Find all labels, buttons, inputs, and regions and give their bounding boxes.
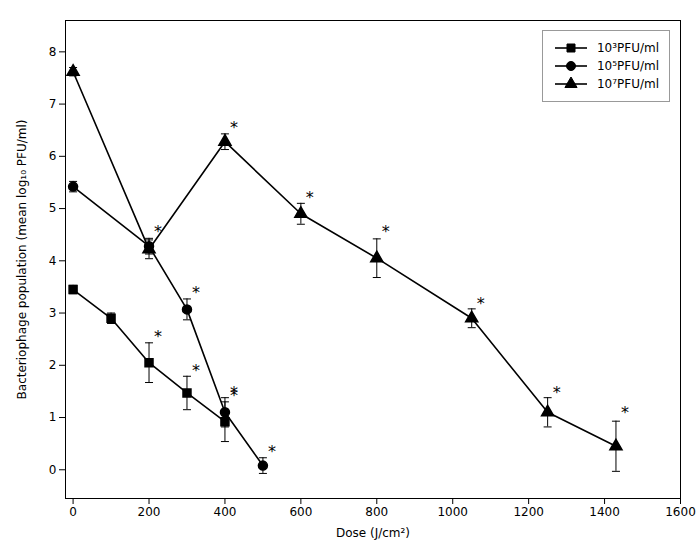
svg-text:*: * bbox=[192, 361, 200, 380]
svg-text:1000: 1000 bbox=[437, 505, 468, 519]
svg-text:7: 7 bbox=[49, 97, 57, 111]
svg-text:*: * bbox=[621, 403, 629, 422]
svg-text:*: * bbox=[306, 188, 314, 207]
svg-text:4: 4 bbox=[49, 254, 57, 268]
svg-text:1600: 1600 bbox=[665, 505, 696, 519]
svg-text:6: 6 bbox=[49, 149, 57, 163]
svg-text:Dose (J/cm²): Dose (J/cm²) bbox=[336, 526, 410, 540]
svg-text:200: 200 bbox=[138, 505, 161, 519]
svg-text:0: 0 bbox=[49, 463, 57, 477]
svg-text:1400: 1400 bbox=[589, 505, 620, 519]
svg-text:3: 3 bbox=[49, 306, 57, 320]
svg-text:*: * bbox=[382, 222, 390, 241]
svg-text:*: * bbox=[268, 442, 276, 461]
svg-text:*: * bbox=[192, 283, 200, 302]
svg-text:*: * bbox=[553, 383, 561, 402]
svg-text:600: 600 bbox=[289, 505, 312, 519]
svg-text:*: * bbox=[477, 294, 485, 313]
svg-text:1: 1 bbox=[49, 410, 57, 424]
svg-text:Bacteriophage population (mean: Bacteriophage population (mean log₁₀ PFU… bbox=[15, 120, 29, 400]
svg-text:400: 400 bbox=[213, 505, 236, 519]
svg-text:8: 8 bbox=[49, 45, 57, 59]
svg-text:*: * bbox=[230, 118, 238, 137]
svg-text:1200: 1200 bbox=[513, 505, 544, 519]
svg-text:0: 0 bbox=[69, 505, 77, 519]
svg-text:*: * bbox=[230, 383, 238, 402]
svg-text:*: * bbox=[154, 327, 162, 346]
svg-text:800: 800 bbox=[365, 505, 388, 519]
html-text:10⁷PFU/ml: 10⁷PFU/ml bbox=[596, 77, 659, 91]
svg-text:2: 2 bbox=[49, 358, 57, 372]
html-text:10⁵PFU/ml: 10⁵PFU/ml bbox=[596, 59, 659, 73]
svg-text:5: 5 bbox=[49, 201, 57, 215]
html-text:10³PFU/ml: 10³PFU/ml bbox=[596, 41, 659, 55]
